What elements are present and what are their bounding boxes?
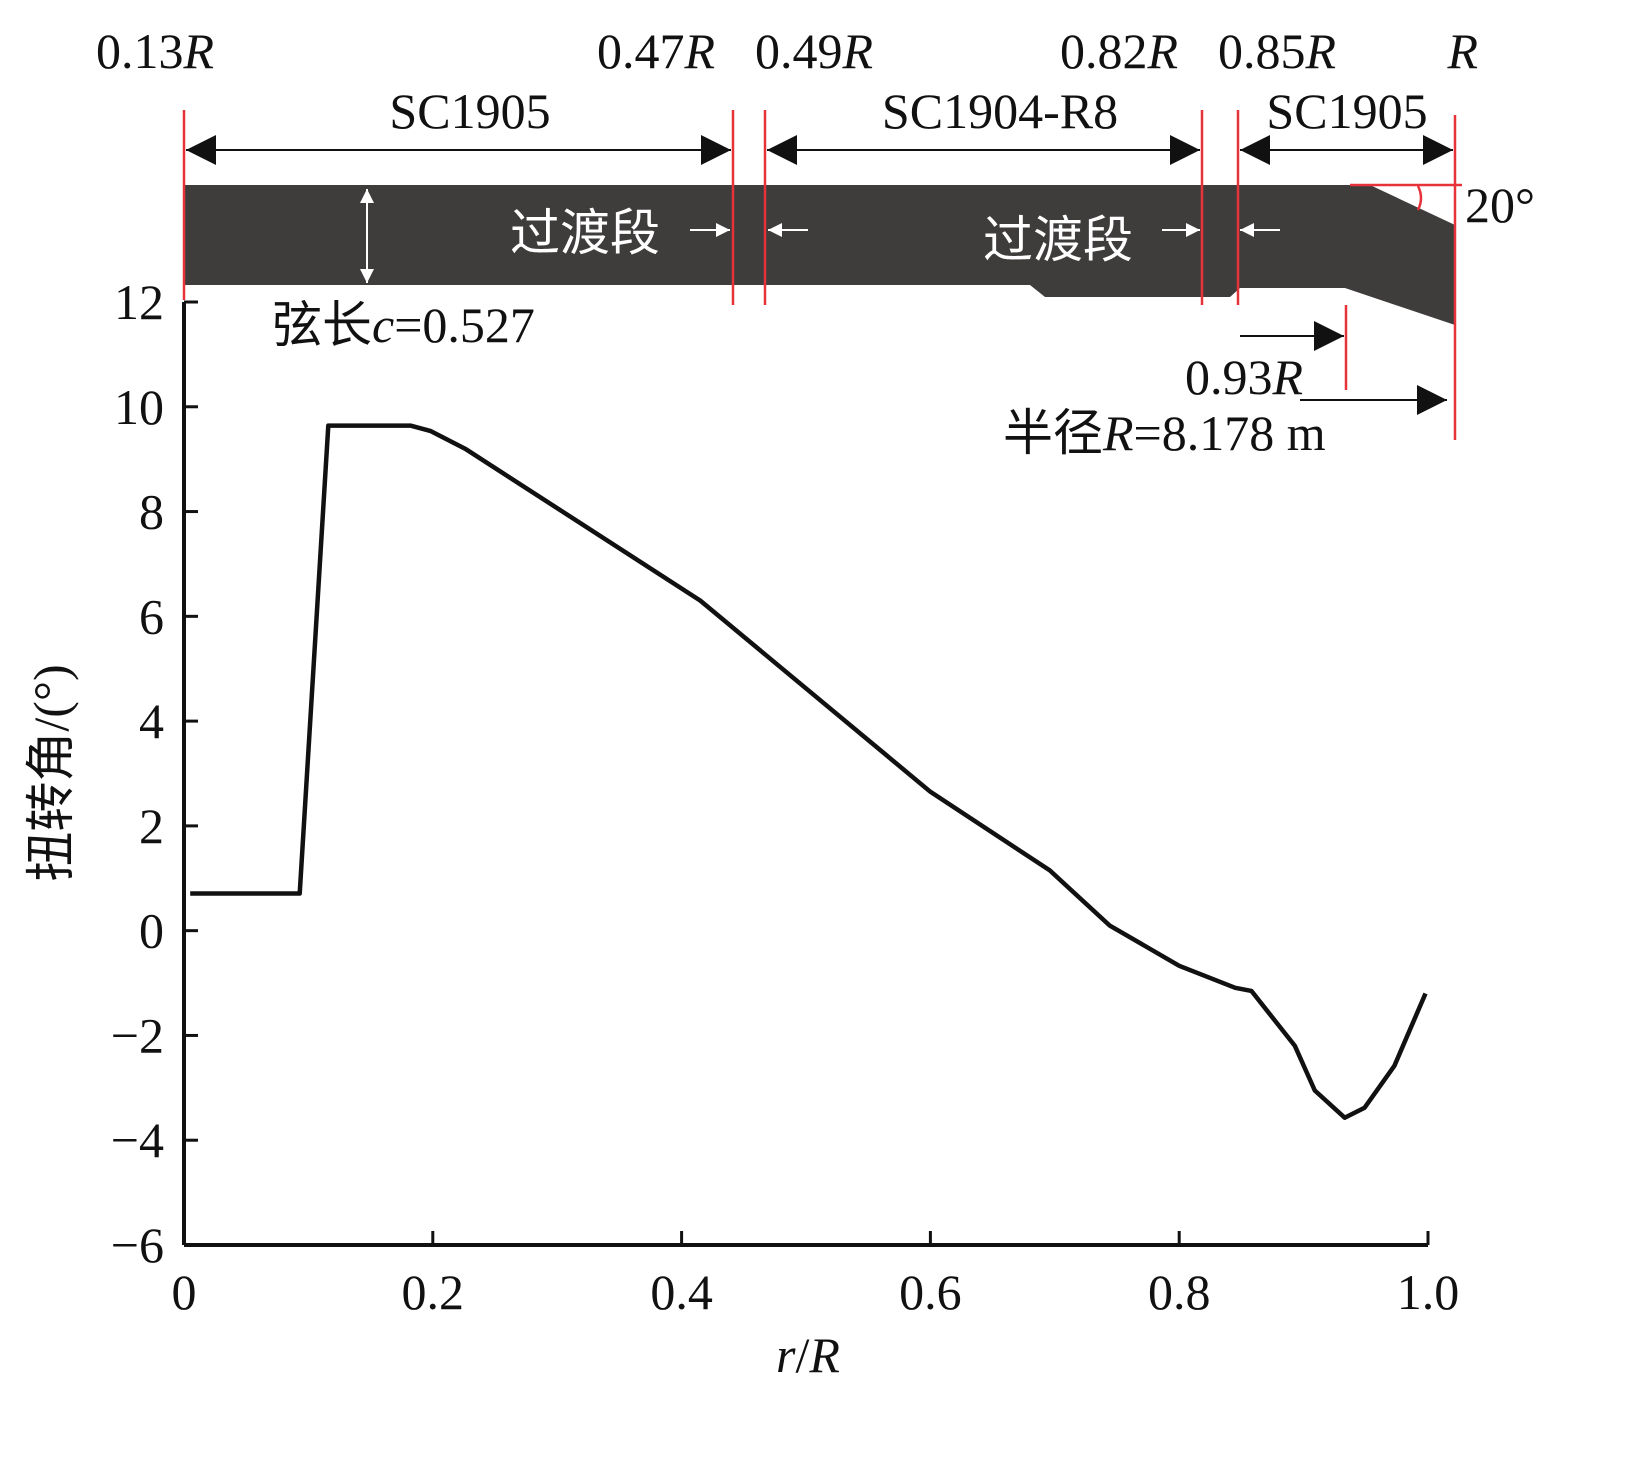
y-tick-label-part: 12 — [114, 274, 164, 330]
y-tick-label: 8 — [139, 484, 164, 540]
y-tick-label-part: 4 — [139, 693, 164, 749]
position-label-part: 0.82 — [1060, 23, 1148, 79]
position-label-part: R — [1446, 23, 1478, 79]
position-label-part: R — [842, 23, 874, 79]
radius-label: 半径R=8.178 m — [1003, 405, 1326, 461]
angle-arc — [1416, 185, 1423, 211]
position-label: 0.47R — [597, 23, 715, 79]
y-axis-label-part: 扭转角/(°) — [23, 664, 79, 881]
y-tick-label: −2 — [111, 1007, 164, 1063]
series-line — [190, 423, 1428, 1120]
position-label-part: 0.85 — [1218, 23, 1306, 79]
radius-label-part: 半径 — [1003, 405, 1103, 461]
y-tick-label: 12 — [114, 274, 164, 330]
position-label-part: 0.13 — [96, 23, 184, 79]
tip-start-label: 0.93R — [1185, 349, 1303, 405]
y-tick-label: −4 — [111, 1112, 164, 1168]
y-tick-label-part: 0 — [139, 903, 164, 959]
y-tick-label-part: −6 — [111, 1217, 164, 1273]
position-label-part: R — [1305, 23, 1337, 79]
x-tick-label: 0 — [172, 1264, 197, 1320]
position-label: R — [1446, 23, 1478, 79]
position-label-part: R — [183, 23, 215, 79]
airfoil-label: SC1905 — [389, 83, 550, 139]
chord-label-part: c — [372, 297, 394, 353]
tip-start-label-part: 0.93 — [1185, 349, 1273, 405]
x-tick-label-part: 0.2 — [402, 1264, 465, 1320]
position-label: 0.85R — [1218, 23, 1336, 79]
x-axis-label-part: r — [776, 1327, 796, 1383]
airfoil-label: SC1904-R8 — [882, 83, 1118, 139]
airfoil-label-part: SC1905 — [389, 83, 550, 139]
y-tick-label: 4 — [139, 693, 164, 749]
y-tick-label: −6 — [111, 1217, 164, 1273]
blade-shape — [184, 185, 1455, 325]
y-tick-label-part: 2 — [139, 798, 164, 854]
position-label-part: R — [1147, 23, 1179, 79]
y-tick-label-part: −4 — [111, 1112, 164, 1168]
x-tick-label-part: 0.6 — [899, 1264, 962, 1320]
position-label: 0.49R — [755, 23, 873, 79]
chord-label-part: 弦长 — [272, 297, 372, 353]
x-tick-label: 0.6 — [899, 1264, 962, 1320]
x-tick-label: 0.4 — [650, 1264, 713, 1320]
airfoil-label: SC1905 — [1266, 83, 1427, 139]
airfoil-label-part: SC1905 — [1266, 83, 1427, 139]
position-label-part: R — [684, 23, 716, 79]
x-axis-label: r/R — [776, 1327, 840, 1383]
y-tick-label: 10 — [114, 379, 164, 435]
y-tick-label-part: −2 — [111, 1007, 164, 1063]
airfoil-label-part: SC1904-R8 — [882, 83, 1118, 139]
transition-label: 过渡段 — [983, 212, 1133, 268]
y-tick-label: 6 — [139, 588, 164, 644]
x-tick-label-part: 1.0 — [1397, 1264, 1460, 1320]
angle-label-part: 20° — [1465, 177, 1535, 233]
angle-label: 20° — [1465, 177, 1535, 233]
x-tick-label-part: 0.8 — [1148, 1264, 1211, 1320]
y-tick-label-part: 6 — [139, 588, 164, 644]
radius-label-part: =8.178 m — [1134, 405, 1326, 461]
chord-label-part: =0.527 — [394, 297, 535, 353]
radius-label-part: R — [1102, 405, 1134, 461]
y-axis-label: 扭转角/(°) — [23, 664, 79, 881]
x-tick-label: 0.2 — [402, 1264, 465, 1320]
position-label: 0.13R — [96, 23, 214, 79]
y-tick-label-part: 8 — [139, 484, 164, 540]
transition-label-part: 过渡段 — [983, 212, 1133, 268]
x-tick-label: 1.0 — [1397, 1264, 1460, 1320]
position-label-part: 0.47 — [597, 23, 685, 79]
x-axis-label-part: R — [808, 1327, 840, 1383]
tip-start-label-part: R — [1271, 349, 1303, 405]
position-label-part: 0.49 — [755, 23, 843, 79]
y-tick-label: 0 — [139, 903, 164, 959]
x-axis-label-part: / — [796, 1327, 810, 1383]
transition-label-part: 过渡段 — [510, 205, 660, 261]
x-tick-label: 0.8 — [1148, 1264, 1211, 1320]
position-label: 0.82R — [1060, 23, 1178, 79]
transition-label: 过渡段 — [510, 205, 660, 261]
y-tick-label-part: 10 — [114, 379, 164, 435]
x-tick-label-part: 0.4 — [650, 1264, 713, 1320]
chord-label: 弦长c=0.527 — [272, 297, 535, 353]
y-tick-label: 2 — [139, 798, 164, 854]
x-tick-label-part: 0 — [172, 1264, 197, 1320]
